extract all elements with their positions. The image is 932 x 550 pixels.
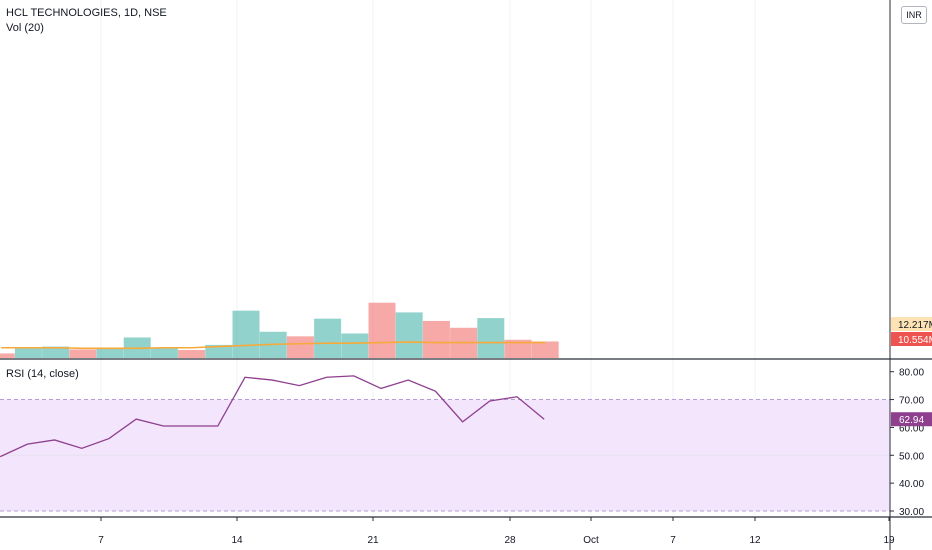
time-tick-label: 7 <box>98 535 104 546</box>
volume-ma-badge <box>891 317 932 331</box>
volume-bar <box>232 310 260 358</box>
volume-bar <box>314 318 342 358</box>
volume-ma-line <box>1 341 546 350</box>
volume-bar <box>531 341 559 358</box>
grid-lines <box>0 0 932 518</box>
rsi-value-badge <box>891 412 932 427</box>
rsi-tick-label: 50.00 <box>899 451 924 462</box>
rsi-tick-label: 30.00 <box>899 507 924 518</box>
volume-ma-label: 12.217M <box>898 320 932 331</box>
volume-label: 10.554M <box>898 335 932 346</box>
volume-bar <box>395 312 423 358</box>
volume-bar <box>504 339 532 358</box>
volume-bar <box>205 344 233 358</box>
currency-button[interactable]: INR <box>901 6 927 24</box>
rsi-line <box>0 375 545 458</box>
volume-bar <box>341 333 369 358</box>
volume-bar <box>286 336 314 358</box>
volume-bar <box>69 349 97 358</box>
volume-bar <box>96 348 124 358</box>
volume-bars <box>0 302 559 358</box>
volume-bar <box>178 350 206 358</box>
axis-labels: 812.7512.217M10.554M30.0040.0050.0060.00… <box>98 317 932 546</box>
symbol-title: HCL TECHNOLOGIES, 1D, NSE <box>6 7 167 19</box>
rsi-tick-label: 40.00 <box>899 479 924 490</box>
volume-bar <box>14 347 42 358</box>
time-tick-label: 14 <box>231 535 243 546</box>
time-tick-label: 7 <box>670 535 676 546</box>
time-tick-label: 21 <box>367 535 379 546</box>
volume-bar <box>150 348 178 358</box>
volume-bar <box>422 320 450 358</box>
rsi-indicator-label: RSI (14, close) <box>6 368 79 380</box>
volume-bar <box>42 346 70 358</box>
rsi-tick-label: 70.00 <box>899 396 924 407</box>
volume-indicator-label: Vol (20) <box>6 22 44 34</box>
volume-badge <box>891 332 932 346</box>
rsi-tick-label: 60.00 <box>899 423 924 434</box>
volume-bar <box>0 353 15 358</box>
time-tick-label: Oct <box>583 535 599 546</box>
rsi-value-label: 62.94 <box>899 415 924 426</box>
rsi-tick-label: 80.00 <box>899 368 924 379</box>
time-tick-label: 28 <box>504 535 516 546</box>
volume-bar <box>368 302 396 358</box>
volume-bar <box>477 318 505 358</box>
time-tick-label: 19 <box>883 535 895 546</box>
rsi-pane <box>0 375 890 512</box>
time-tick-label: 12 <box>749 535 761 546</box>
